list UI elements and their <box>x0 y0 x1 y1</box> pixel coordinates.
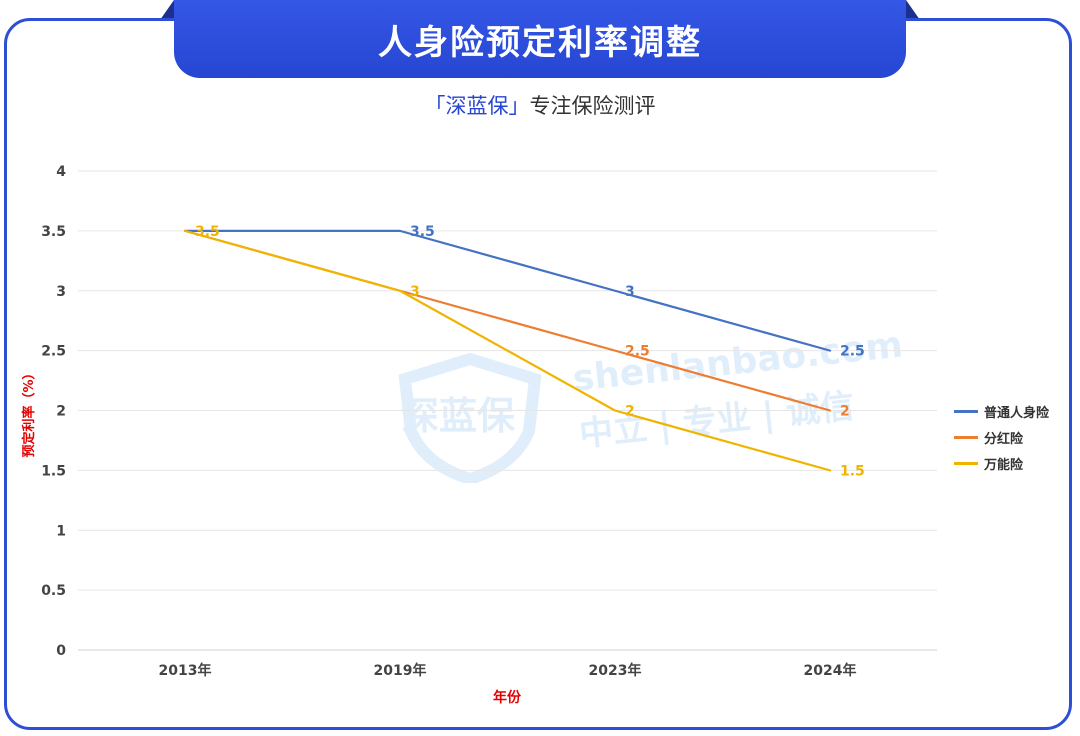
data-label: 1.5 <box>840 463 865 479</box>
legend-item: 万能险 <box>954 450 1072 476</box>
title-tab: 人身险预定利率调整 <box>174 0 906 78</box>
y-tick-label: 0 <box>56 643 66 659</box>
x-tick-label: 2013年 <box>159 662 212 679</box>
subtitle-brand: 「深蓝保」 <box>424 94 530 118</box>
legend: 普通人身险 分红险 万能险 <box>954 398 1072 476</box>
legend-swatch <box>954 435 978 439</box>
legend-item: 分红险 <box>954 424 1072 450</box>
x-tick-label: 2024年 <box>804 662 857 679</box>
series-line <box>183 229 832 352</box>
data-label: 3 <box>625 284 635 300</box>
x-axis-label: 年份 <box>493 689 522 706</box>
x-tick-label: 2023年 <box>589 662 642 679</box>
y-tick-label: 4 <box>56 164 66 180</box>
title-tab-right-ear <box>906 0 920 20</box>
y-tick-label: 2 <box>56 404 66 420</box>
y-tick-label: 1 <box>56 523 66 539</box>
y-tick-labels: 0 0.5 1 1.5 2 2.5 3 3.5 4 <box>41 164 66 659</box>
legend-label: 分红险 <box>984 431 1024 447</box>
y-tick-label: 2.5 <box>41 344 66 360</box>
x-tick-label: 2019年 <box>374 662 427 679</box>
series-lines <box>183 229 832 472</box>
data-label: 2.5 <box>625 344 650 360</box>
subtitle: 「深蓝保」专注保险测评 <box>0 90 1080 120</box>
legend-item: 普通人身险 <box>954 398 1072 424</box>
page-title: 人身险预定利率调整 <box>378 22 702 63</box>
data-labels: 3.5 3 2.5 2.5 2 3.5 3 2 1.5 <box>195 224 865 480</box>
legend-label: 万能险 <box>984 457 1024 473</box>
y-axis-label: 预定利率（%） <box>21 366 37 457</box>
card-frame <box>4 18 1072 730</box>
data-label: 3.5 <box>195 224 220 240</box>
legend-label: 普通人身险 <box>984 405 1050 421</box>
data-label: 2 <box>625 404 635 420</box>
data-label: 3.5 <box>410 224 435 240</box>
x-tick-labels: 2013年 2019年 2023年 2024年 <box>159 662 857 679</box>
y-tick-label: 3 <box>56 284 66 300</box>
legend-swatch <box>954 461 978 465</box>
data-label: 3 <box>410 284 420 300</box>
legend-swatch <box>954 409 978 413</box>
y-tick-label: 0.5 <box>41 583 66 599</box>
data-label: 2.5 <box>840 344 865 360</box>
y-tick-label: 1.5 <box>41 463 66 479</box>
grid-lines <box>78 170 937 651</box>
series-line <box>183 229 832 472</box>
subtitle-text: 专注保险测评 <box>529 94 656 118</box>
data-label: 2 <box>840 404 850 420</box>
y-tick-label: 3.5 <box>41 224 66 240</box>
title-tab-left-ear <box>160 0 174 20</box>
